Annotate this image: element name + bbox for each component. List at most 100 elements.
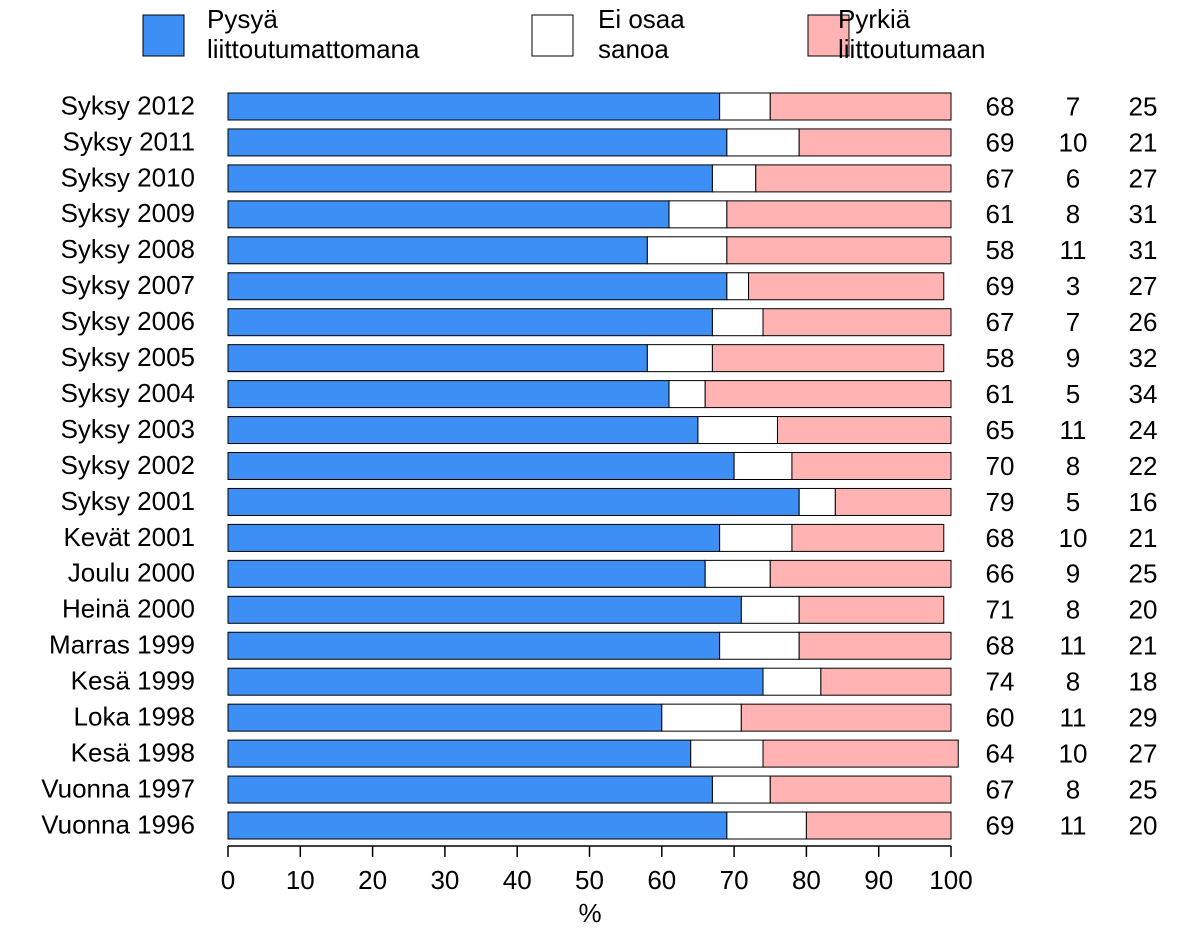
bar-segment [227,775,713,804]
bar-segment [227,452,735,480]
bar-segment [726,128,800,157]
bar-segment [719,92,771,121]
y-tick-label: Syksy 2005 [61,342,195,372]
value-label: 65 [986,415,1015,445]
value-label: 21 [1129,127,1158,157]
bar-segment [227,164,713,193]
y-tick-label: Syksy 2009 [61,198,195,228]
bar-segment [711,344,945,373]
value-label: 7 [1066,307,1080,337]
x-tick-label: 90 [864,865,893,895]
y-tick-label: Syksy 2010 [61,162,195,192]
bar-segment [791,452,952,480]
bar-segment [769,559,952,588]
bar-segment [697,416,778,445]
bar-segment [227,92,721,121]
x-axis-label: % [578,898,601,928]
value-label: 6 [1066,163,1080,193]
legend-label: Pysyä liittoutumattomana [207,4,420,64]
value-label: 24 [1129,415,1158,445]
value-label: 3 [1066,271,1080,301]
bar-segment [726,200,952,229]
value-label: 34 [1129,379,1158,409]
value-label: 68 [986,523,1015,553]
bar-segment [719,523,793,552]
x-tick-label: 70 [720,865,749,895]
y-tick-label: Kevät 2001 [63,522,195,552]
value-label: 68 [986,91,1015,121]
bar-segment [227,667,764,696]
bar-segment [227,811,728,840]
legend-swatch [807,14,850,57]
value-label: 7 [1066,91,1080,121]
bar-segment [668,200,728,229]
bar-segment [726,236,952,265]
value-label: 22 [1129,451,1158,481]
value-label: 29 [1129,703,1158,733]
bar-segment [755,164,952,193]
y-tick-label: Syksy 2003 [61,414,195,444]
bar-segment [704,559,771,588]
bar-segment [227,380,670,409]
bar-segment [227,344,648,373]
y-tick-label: Syksy 2002 [61,450,195,480]
y-tick-label: Vuonna 1996 [41,809,195,839]
value-label: 9 [1066,343,1080,373]
bar-segment [762,667,822,696]
x-tick-label: 100 [929,865,972,895]
bar-segment [740,595,800,624]
bar-segment [227,595,742,624]
value-label: 69 [986,127,1015,157]
value-label: 21 [1129,631,1158,661]
bar-segment [704,380,952,409]
x-tick-label: 50 [575,865,604,895]
bar-segment [227,703,663,732]
value-label: 71 [986,595,1015,625]
value-label: 25 [1129,774,1158,804]
value-label: 8 [1066,774,1080,804]
value-label: 11 [1060,415,1087,445]
value-label: 74 [986,667,1015,697]
bar-segment [668,380,706,409]
value-label: 5 [1066,487,1080,517]
value-label: 21 [1129,523,1158,553]
bar-segment [805,811,952,840]
value-label: 70 [986,451,1015,481]
bar-segment [661,703,742,732]
x-tick-label: 40 [503,865,532,895]
bar-segment [740,703,952,732]
value-label: 58 [986,235,1015,265]
bar-segment [748,272,945,301]
value-label: 8 [1066,199,1080,229]
y-tick-label: Syksy 2001 [61,486,195,516]
bar-segment [227,200,670,229]
bar-segment [711,308,764,337]
value-label: 58 [986,343,1015,373]
value-label: 25 [1129,91,1158,121]
value-label: 9 [1066,559,1080,589]
bar-segment [762,308,952,337]
y-tick-label: Kesä 1999 [71,666,195,696]
y-tick-label: Syksy 2008 [61,234,195,264]
value-label: 20 [1129,595,1158,625]
x-tick-label: 10 [286,865,315,895]
bar-segment [769,92,952,121]
bar-segment [798,595,945,624]
value-label: 66 [986,559,1015,589]
bar-segment [726,272,750,301]
legend-label: Ei osaa sanoa [598,4,685,64]
bar-segment [791,523,945,552]
value-label: 27 [1129,163,1158,193]
bar-segment [798,487,836,516]
value-label: 5 [1066,379,1080,409]
bar-segment [227,416,699,445]
bar-segment [776,416,952,445]
bar-segment [227,128,728,157]
value-label: 31 [1129,235,1158,265]
value-label: 25 [1129,559,1158,589]
bar-segment [227,523,721,552]
value-label: 68 [986,631,1015,661]
y-tick-label: Syksy 2007 [61,270,195,300]
value-label: 67 [986,774,1015,804]
